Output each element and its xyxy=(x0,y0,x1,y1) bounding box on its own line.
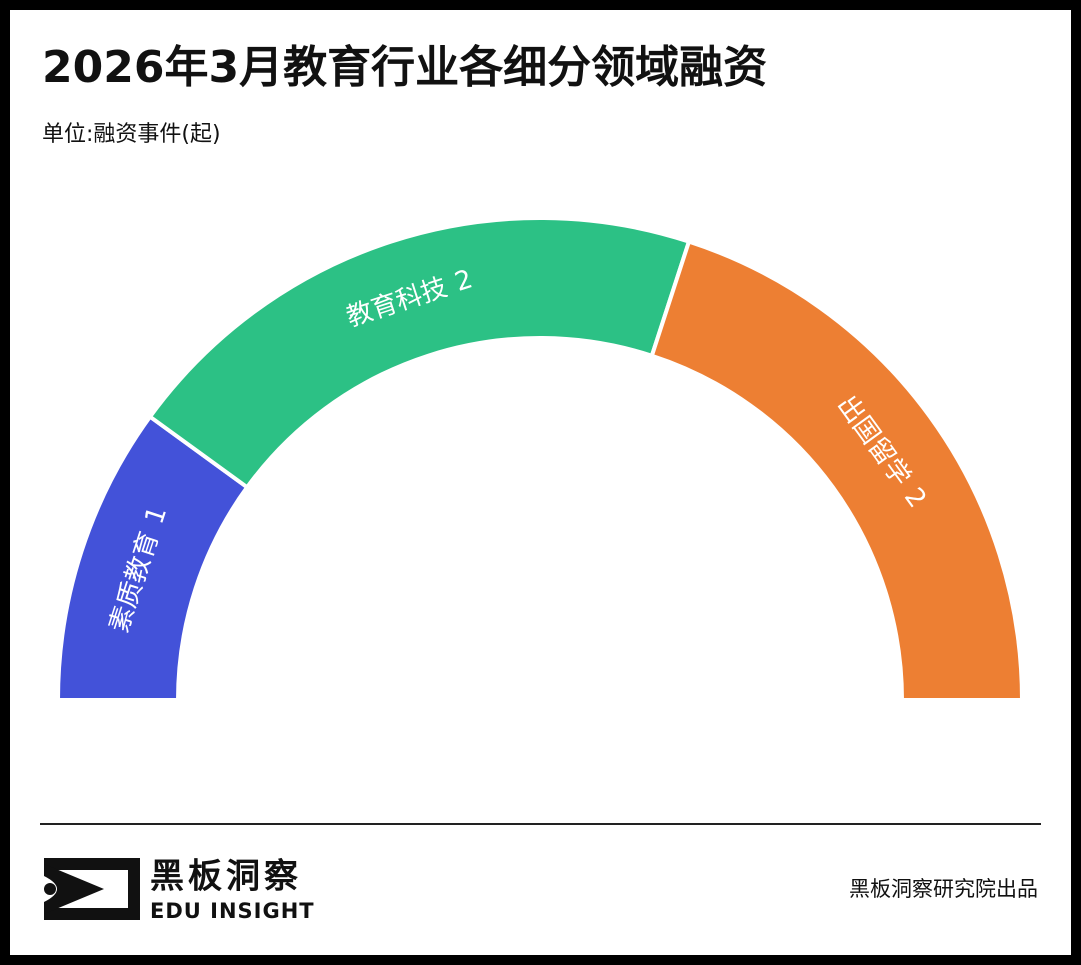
arc-segment xyxy=(147,216,692,491)
credit: 黑板洞察研究院出品 xyxy=(849,877,1038,901)
chart-subtitle: 单位:融资事件(起) xyxy=(42,122,221,147)
brand-name-en: EDU INSIGHT xyxy=(150,899,315,923)
chart-title: 2026年3月教育行业各细分领域融资 xyxy=(42,42,767,93)
logo-icon xyxy=(44,858,140,920)
arc-segment xyxy=(649,239,1025,702)
brand-name: 黑板洞察 xyxy=(150,857,302,897)
